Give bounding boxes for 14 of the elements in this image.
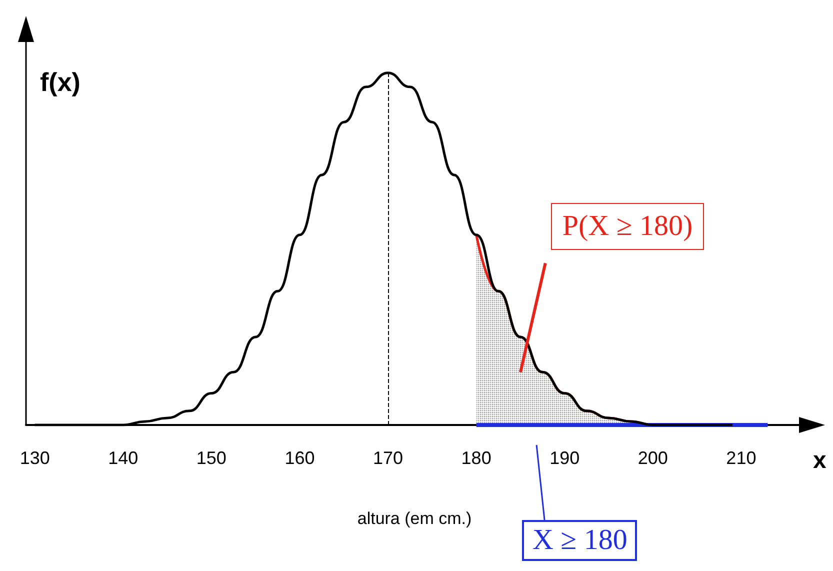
annotation: P(X ≥ 180) (551, 203, 704, 250)
x-tick-label: 130 (20, 448, 50, 468)
y-axis-title: f(x) (40, 67, 80, 97)
x-tick-label: 160 (284, 448, 315, 468)
x-tick-label: 180 (461, 448, 492, 468)
x-tick-label: 200 (638, 448, 668, 468)
text: X ≥ 180 (522, 520, 638, 561)
x-tick-label: 140 (108, 448, 138, 468)
text: x (813, 447, 826, 475)
x-tick-label: 190 (550, 448, 580, 468)
x-tick-label: 150 (196, 448, 226, 468)
x-tick-label: 210 (726, 448, 756, 468)
x-axis-title: altura (em cm.) (357, 509, 472, 528)
x-tick-label: 170 (372, 448, 404, 468)
